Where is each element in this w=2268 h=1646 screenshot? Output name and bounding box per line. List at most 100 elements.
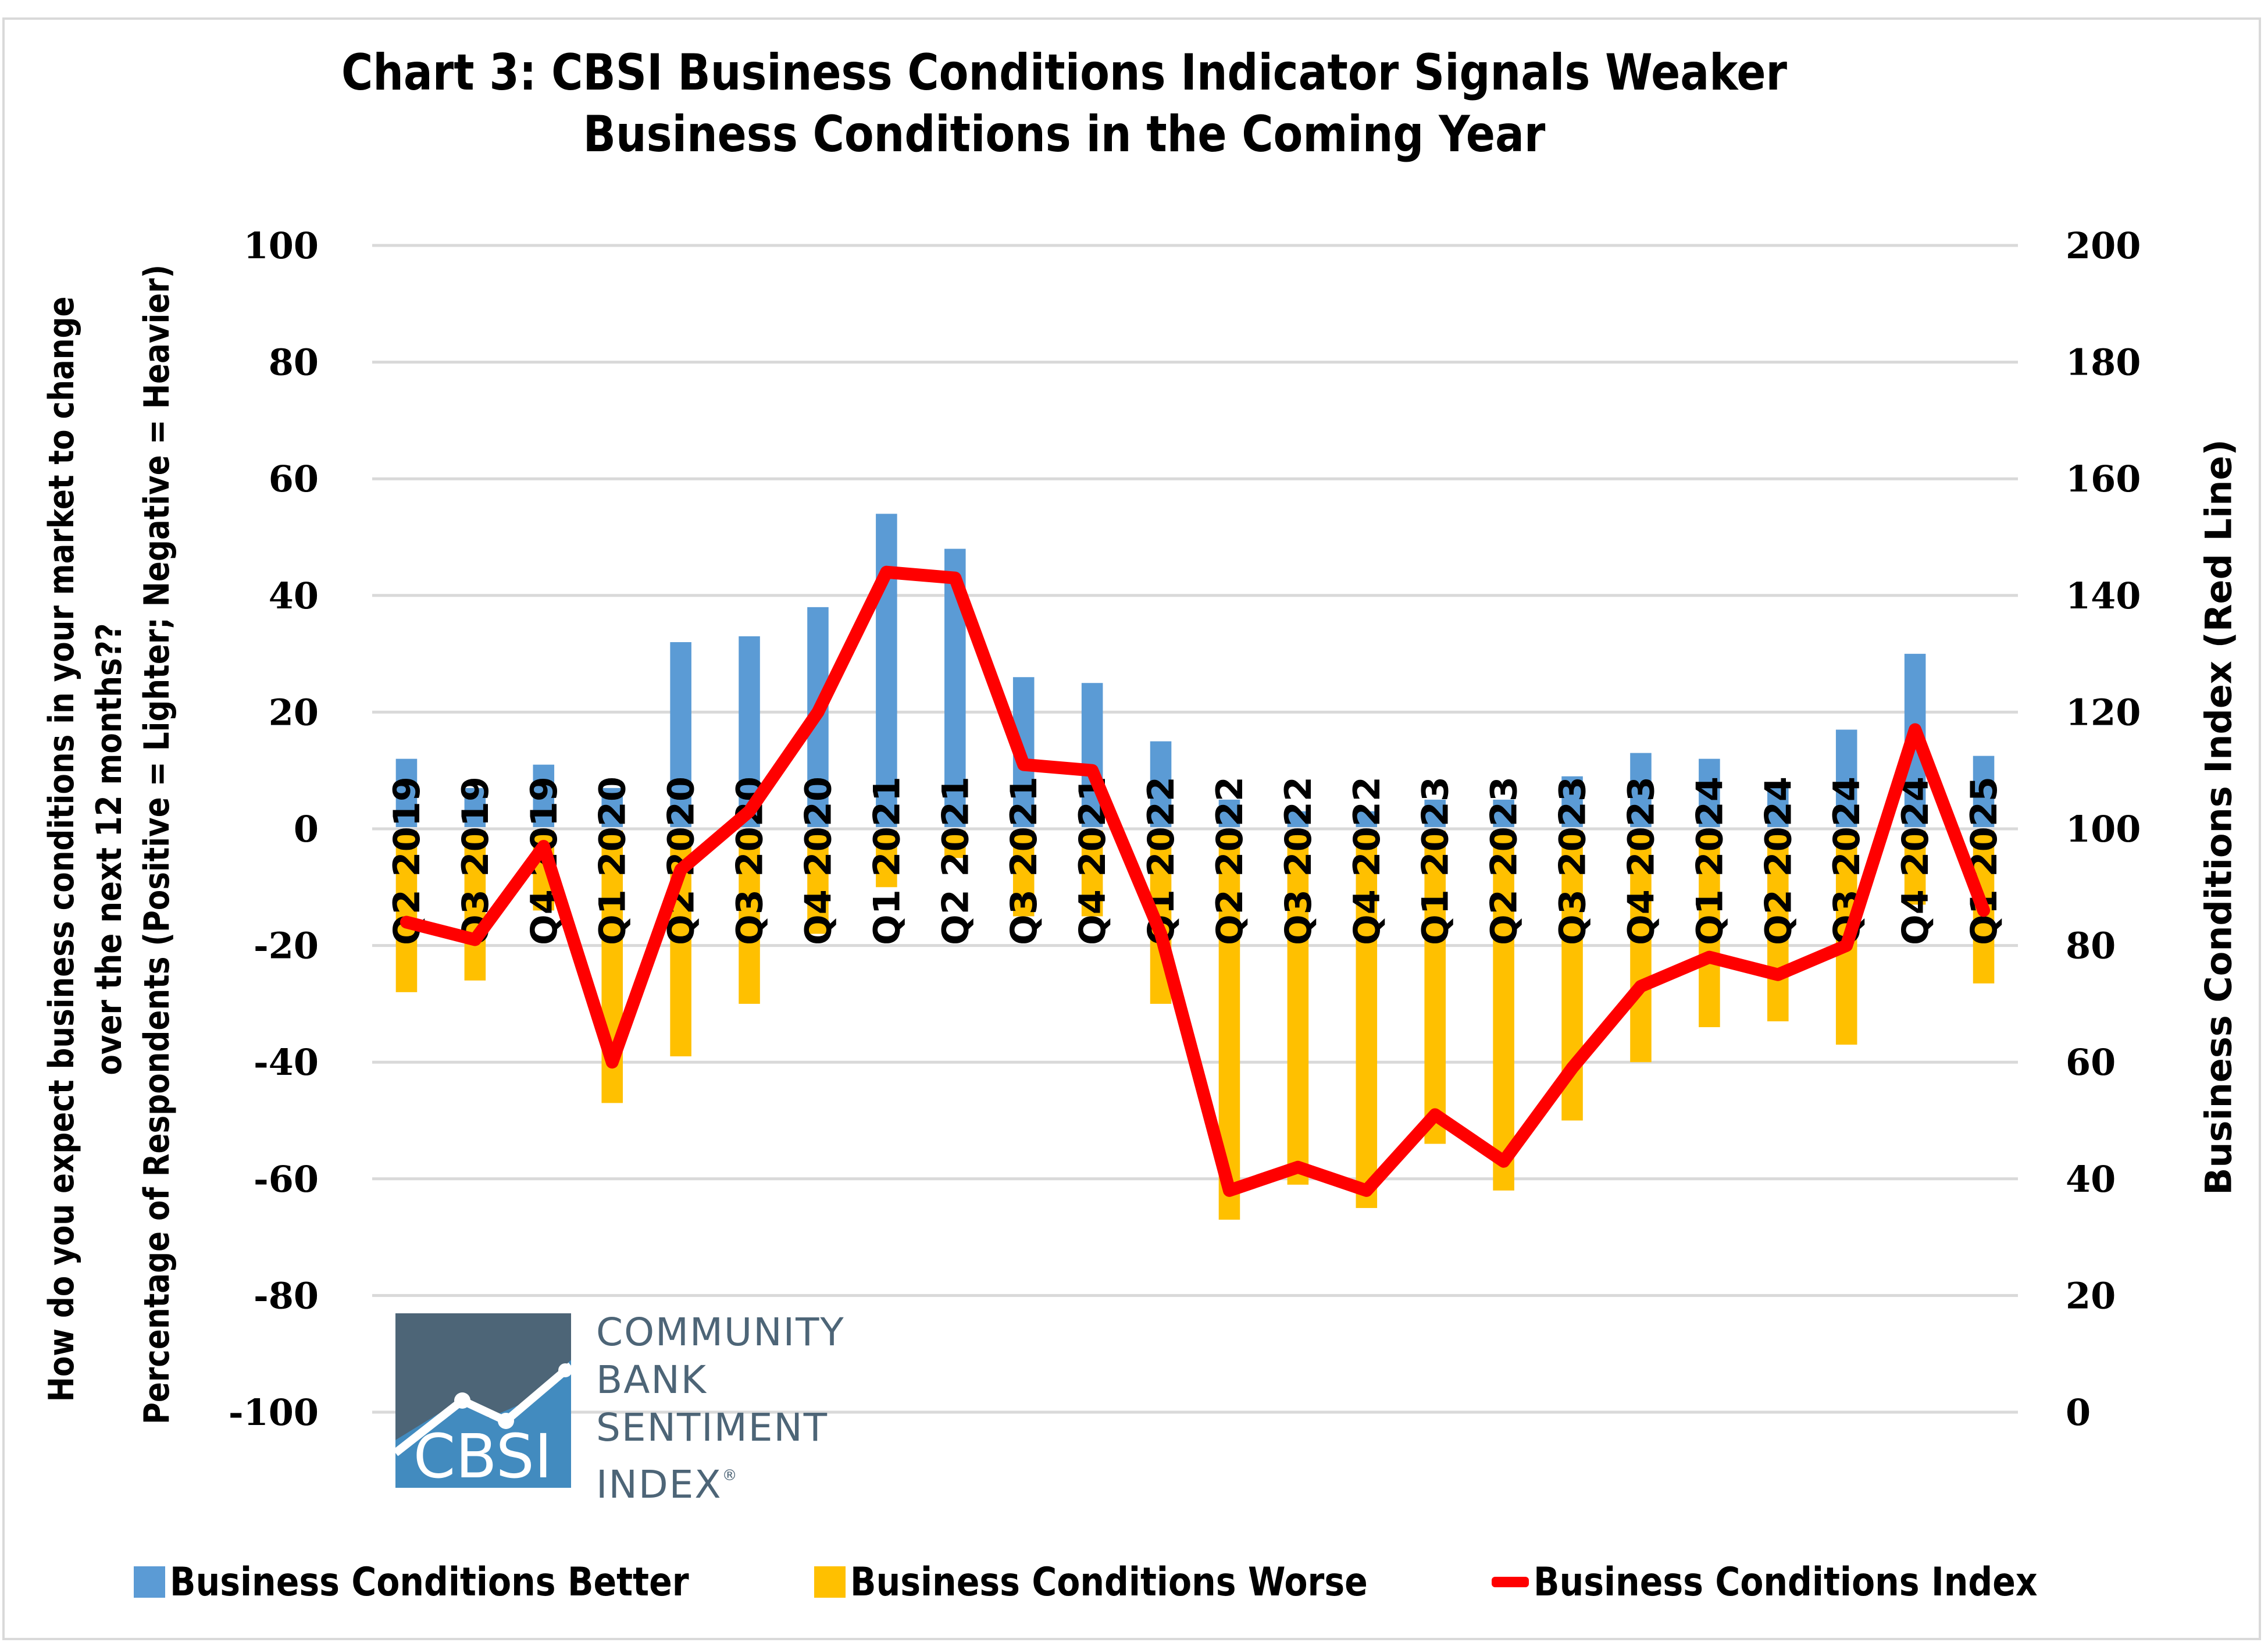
left-axis-tick-label: 0 [294,808,319,850]
category-label: Q1 2021 [865,776,908,945]
category-label: Q2 2021 [934,776,976,945]
category-labels: Q2 2019 Q3 2019 Q4 2019 Q1 2020 Q2 2020 Q3 20… [386,776,2005,945]
logo-trend-line [395,1362,571,1456]
legend-item-better[interactable]: Business Conditions Better [134,1553,773,1611]
index-point [817,711,819,713]
bar-worse [807,831,829,934]
category-label: Q1 2020 [591,776,634,945]
right-axis-tick-label: 160 [2066,458,2141,500]
bar-better [670,642,691,827]
logo-line-2: BANK [596,1358,708,1402]
left-axis-tick-label: 20 [269,691,319,733]
index-point [543,846,544,847]
right-axis-tick-label: 120 [2066,691,2141,733]
legend-item-worse[interactable]: Business Conditions Worse [814,1553,1452,1611]
bar-worse [876,831,897,888]
bar-worse [1904,831,1926,905]
chart-title-line-2: Business Conditions in the Coming Year [583,105,1546,163]
legend-item-index[interactable]: Business Conditions Index [1492,1553,2120,1611]
logo-line-4-text: INDEX [596,1462,722,1507]
bar-better [1561,776,1583,827]
logo-trend-point [558,1363,571,1377]
index-point [1640,985,1642,987]
bar-worse [1012,831,1035,917]
bar-better [1424,799,1446,827]
logo-mark-dark-area [395,1313,571,1440]
index-point [748,810,750,812]
bar-better [533,764,555,827]
right-axis-tick-label: 180 [2066,341,2141,384]
left-axis-tick-label: -40 [254,1041,319,1084]
category-label: Q4 2022 [1346,776,1388,945]
index-point [1709,956,1710,958]
index-point [680,869,682,871]
category-label: Q1 2024 [1688,776,1731,945]
bar-better [464,788,486,827]
legend-label-index: Business Conditions Index [1534,1559,2038,1605]
registered-mark: ® [722,1467,739,1484]
legend-swatch-better [134,1566,165,1598]
bar-worse [1424,831,1446,1144]
index-point [1365,1189,1367,1191]
chart-title-line-1: Chart 3: CBSI Business Conditions Indica… [341,44,1788,102]
right-axis-tick-label: 200 [2066,225,2141,267]
legend-label-worse: Business Conditions Worse [850,1559,1368,1605]
logo-trend-point [454,1392,470,1409]
bar-worse [395,831,418,992]
logo-wordmark: COMMUNITY BANK SENTIMENT INDEX® [596,1309,845,1509]
logo-trend-point [498,1413,514,1429]
category-label: Q3 2023 [1552,776,1594,945]
category-label: Q4 2023 [1620,776,1662,945]
category-label: Q2 2022 [1208,776,1251,945]
right-axis-tick-label: 0 [2066,1391,2091,1434]
index-point [474,939,476,940]
series-better-bars [395,514,1995,827]
right-axis-tick-label: 80 [2066,925,2116,967]
index-point [954,577,956,579]
logo-line-3: SENTIMENT [596,1405,829,1450]
index-point [1777,974,1779,975]
right-axis-tick-label: 140 [2066,575,2141,617]
bar-worse [739,831,760,1004]
left-axis-tick-label: 80 [269,341,319,384]
index-point [1228,1189,1230,1191]
logo-line-1: COMMUNITY [596,1310,845,1355]
bar-better [1150,741,1172,827]
legend-label-better: Business Conditions Better [170,1559,689,1605]
legend: Business Conditions Better Business Cond… [0,1553,2268,1611]
category-label: Q2 2023 [1483,776,1525,945]
index-point [1434,1114,1436,1116]
bar-worse [1767,831,1789,1021]
bar-better [1973,756,1995,827]
bar-worse [1493,831,1514,1191]
bar-worse [464,831,486,981]
bar-worse [1287,831,1309,1185]
left-axis-tick-label: -100 [229,1391,319,1434]
category-label: Q3 2024 [1825,776,1868,945]
left-axis-tick-label: 40 [269,575,319,617]
left-axis-tick-label: -80 [254,1274,319,1317]
index-point [1914,729,1916,731]
bar-better [1356,811,1378,827]
index-point [611,1061,613,1063]
index-point [1160,933,1162,935]
index-point [405,921,407,923]
bar-worse [1081,831,1103,917]
category-label: Q4 2020 [797,776,839,945]
left-axis-tick-label: 100 [244,225,319,267]
series-worse-bars [395,831,1995,1220]
right-axis-tick-label: 60 [2066,1041,2116,1084]
bar-better [601,788,623,827]
category-label: Q1 2023 [1414,776,1457,945]
bar-better [1493,799,1514,827]
index-point [1983,910,1985,911]
left-axis-ticks: 100 80 60 40 20 0 -20 -40 -60 -80 -100 [229,225,319,1434]
legend-swatch-index [1492,1577,1529,1587]
right-axis-tick-label: 20 [2066,1274,2116,1317]
bar-better [1699,758,1720,827]
chart-title: Chart 3: CBSI Business Conditions Indica… [299,42,1830,165]
bar-better [1767,782,1789,827]
bar-worse [1356,831,1378,1208]
